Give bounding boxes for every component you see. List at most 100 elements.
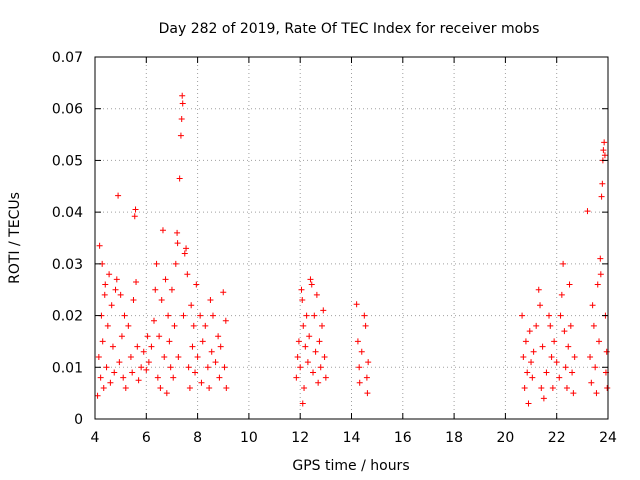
data-point — [561, 328, 568, 335]
data-point — [356, 379, 363, 386]
data-point — [122, 384, 129, 391]
data-point — [103, 364, 110, 371]
x-tick-label: 24 — [599, 430, 617, 446]
data-point — [159, 227, 166, 234]
data-point — [206, 384, 213, 391]
x-tick-label: 8 — [193, 430, 202, 446]
data-point — [560, 260, 567, 267]
data-point — [197, 312, 204, 319]
data-point — [223, 384, 230, 391]
data-point — [356, 364, 363, 371]
x-tick-label: 12 — [291, 430, 309, 446]
data-point — [566, 281, 573, 288]
data-point — [115, 192, 122, 199]
data-point — [170, 374, 177, 381]
data-point — [529, 374, 536, 381]
data-point — [222, 317, 229, 324]
data-point — [354, 338, 361, 345]
data-point — [153, 260, 160, 267]
data-point — [96, 242, 103, 249]
data-point — [365, 359, 372, 366]
chart-title: Day 282 of 2019, Rate Of TEC Index for r… — [159, 21, 540, 37]
data-point — [175, 353, 182, 360]
data-point — [597, 271, 604, 278]
data-point — [129, 369, 136, 376]
data-point — [308, 281, 315, 288]
data-point — [144, 333, 151, 340]
data-point — [220, 289, 227, 296]
data-point — [587, 353, 594, 360]
data-point — [190, 322, 197, 329]
data-point — [132, 206, 139, 213]
data-point — [540, 395, 547, 402]
data-point — [297, 364, 304, 371]
data-point — [525, 400, 532, 407]
data-point — [100, 384, 107, 391]
data-point — [193, 281, 200, 288]
data-point — [569, 369, 576, 376]
data-point — [363, 374, 370, 381]
y-tick-label: 0.05 — [52, 153, 83, 169]
data-point — [294, 353, 301, 360]
data-point — [306, 333, 313, 340]
data-point — [604, 384, 611, 391]
y-tick-label: 0.07 — [52, 50, 83, 66]
data-point — [562, 364, 569, 371]
x-axis-label: GPS time / hours — [292, 458, 409, 474]
x-tick-label: 4 — [91, 430, 100, 446]
data-point — [111, 369, 118, 376]
data-point — [179, 92, 186, 99]
data-point — [301, 384, 308, 391]
data-point — [519, 312, 526, 319]
data-point — [154, 374, 161, 381]
data-point — [157, 384, 164, 391]
y-tick-label: 0.01 — [52, 360, 83, 376]
data-point — [521, 384, 528, 391]
data-point — [597, 255, 604, 262]
data-point — [584, 208, 591, 215]
data-point — [165, 312, 172, 319]
data-point — [121, 312, 128, 319]
data-point — [174, 229, 181, 236]
data-point — [603, 348, 610, 355]
data-point — [528, 359, 535, 366]
x-tick-label: 10 — [240, 430, 258, 446]
data-point — [571, 353, 578, 360]
y-tick-label: 0 — [74, 412, 83, 428]
data-point — [593, 390, 600, 397]
grid-lines — [95, 57, 608, 419]
data-point — [177, 132, 184, 139]
data-point — [104, 322, 111, 329]
data-point — [131, 213, 138, 220]
data-point — [539, 343, 546, 350]
data-point — [135, 377, 142, 384]
data-point — [302, 343, 309, 350]
data-point — [548, 353, 555, 360]
data-point — [198, 379, 205, 386]
data-point — [530, 348, 537, 355]
data-point — [185, 364, 192, 371]
data-point — [94, 392, 101, 399]
data-point — [588, 379, 595, 386]
data-point — [533, 322, 540, 329]
data-point — [167, 364, 174, 371]
data-point — [209, 312, 216, 319]
data-point — [99, 338, 106, 345]
data-point — [117, 291, 124, 298]
data-point — [176, 175, 183, 182]
data-point — [565, 343, 572, 350]
data-point — [118, 333, 125, 340]
data-point — [300, 322, 307, 329]
data-point — [204, 364, 211, 371]
data-point — [140, 348, 147, 355]
data-point — [207, 297, 214, 304]
data-point — [551, 338, 558, 345]
x-tick-label: 6 — [142, 430, 151, 446]
data-point — [535, 286, 542, 293]
data-point — [592, 364, 599, 371]
data-point — [112, 286, 119, 293]
data-point — [600, 147, 607, 154]
data-point — [320, 307, 327, 314]
